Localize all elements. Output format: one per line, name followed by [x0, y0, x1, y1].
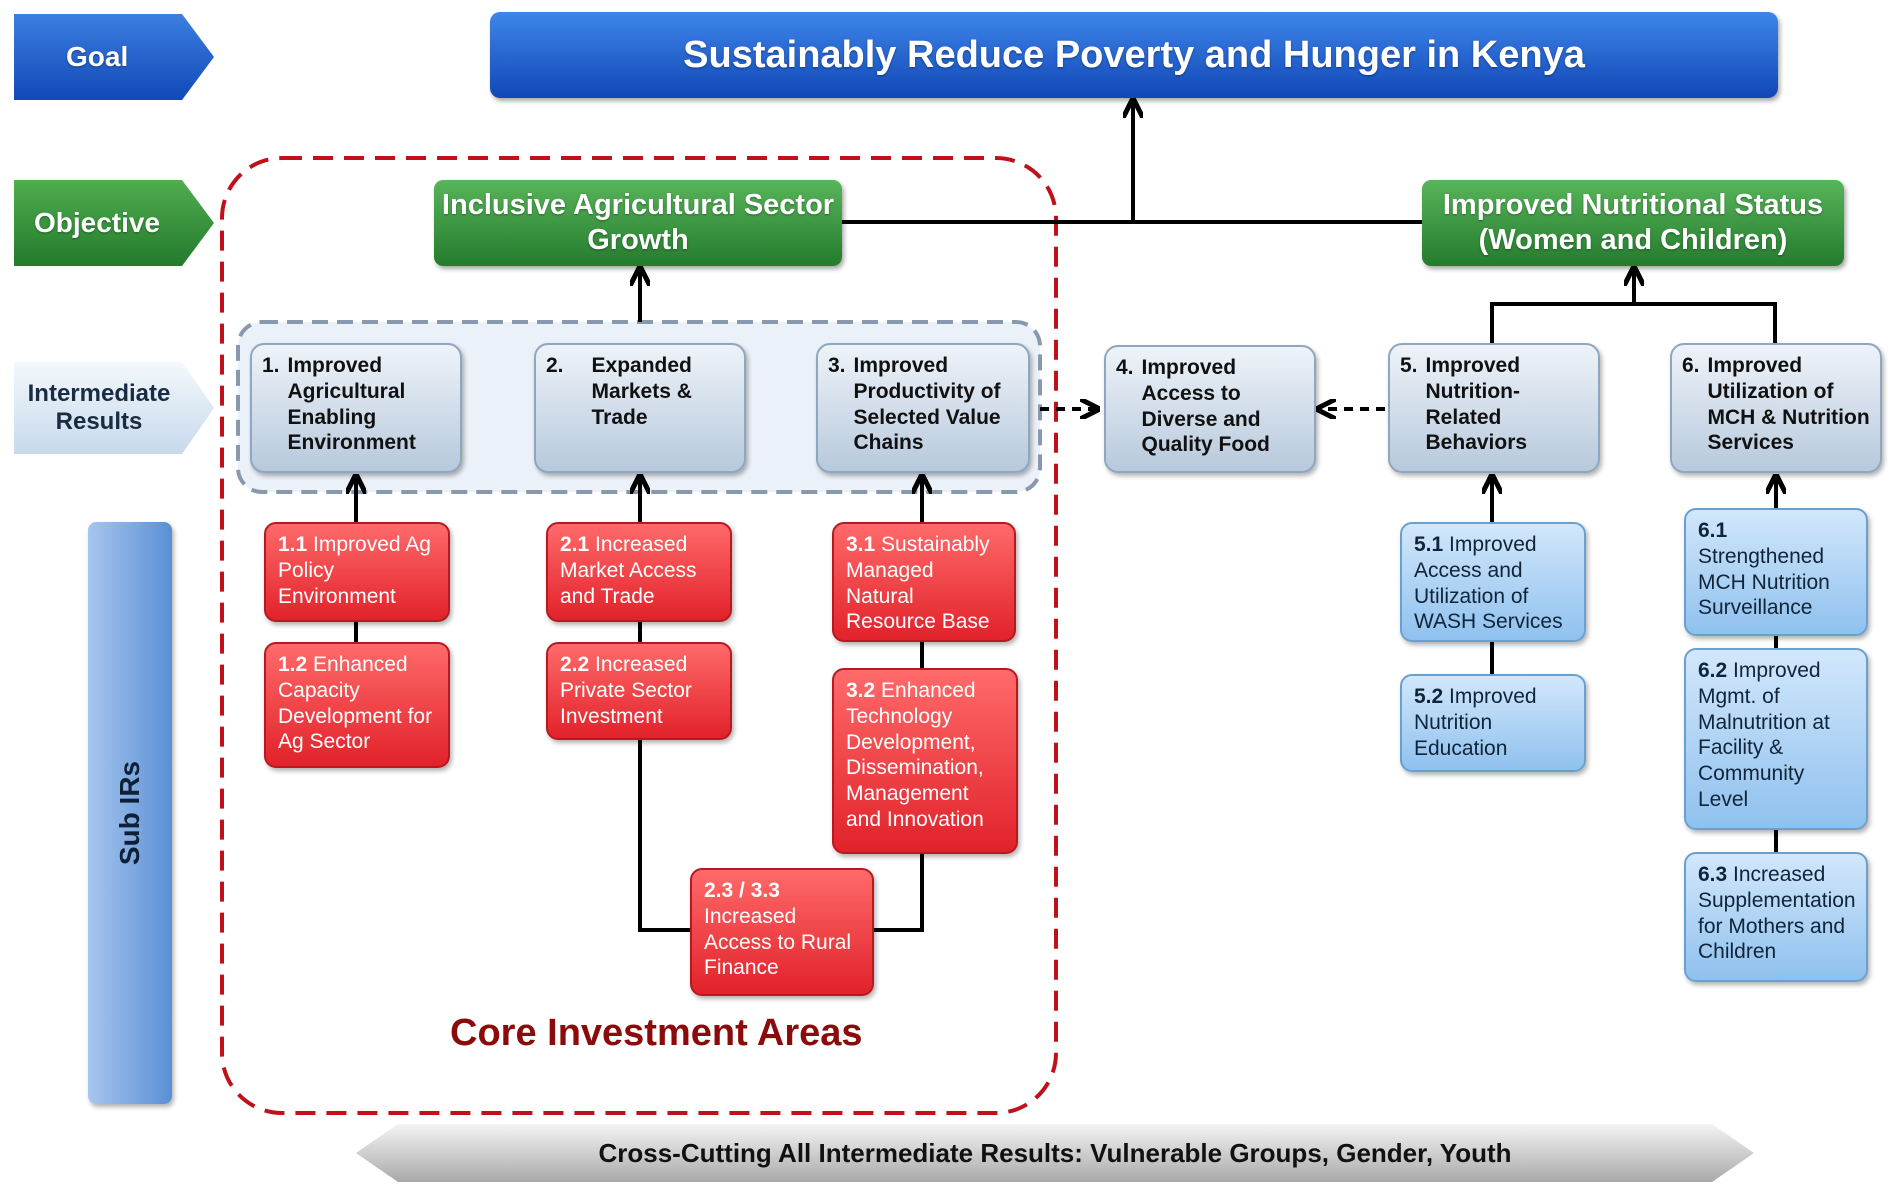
- sub-ir-text: Increased Access to Rural Finance: [704, 904, 852, 980]
- sub-ir-code: 6.1: [1698, 519, 1728, 542]
- sub-ir-5-2: 5.2 Improved Nutrition Education: [1400, 674, 1586, 772]
- sub-ir-code: 1.1: [278, 533, 314, 556]
- sub-ir-text: Improved Access and Utilization of WASH …: [1414, 533, 1563, 634]
- ir-4-box: 4. Improved Access to Diverse and Qualit…: [1104, 345, 1316, 473]
- cross-cutting-banner: Cross-Cutting All Intermediate Results: …: [356, 1124, 1754, 1182]
- ir-text: Improved Agricultural Enabling Environme…: [287, 354, 416, 455]
- sub-ir-text: Enhanced Technology Development, Dissemi…: [846, 679, 984, 832]
- sub-ir-text: Increased Market Access and Trade: [560, 533, 697, 608]
- sub-ir-text: Improved Nutrition Education: [1414, 685, 1537, 760]
- ir-text: Improved Productivity of Selected Value …: [853, 354, 1001, 455]
- sub-ir-6-3: 6.3 Increased Supplementation for Mother…: [1684, 852, 1868, 982]
- ir-1-box: 1. Improved Agricultural Enabling Enviro…: [250, 343, 462, 473]
- ir-text: Improved Nutrition-Related Behaviors: [1425, 354, 1528, 455]
- goal-banner: Sustainably Reduce Poverty and Hunger in…: [490, 12, 1778, 98]
- sub-ir-code: 3.1: [846, 533, 882, 556]
- ir-number: 5.: [1400, 354, 1418, 377]
- ir-number: 2.: [546, 354, 564, 377]
- sub-ir-code: 2.2: [560, 653, 596, 676]
- sub-ir-2-2: 2.2 Increased Private Sector Investment: [546, 642, 732, 740]
- finance-right-connector: [874, 854, 924, 932]
- sub-ir-code: 3.2: [846, 679, 882, 702]
- sub-ir-code: 1.2: [278, 653, 314, 676]
- sub-ir-2-3-3-3: 2.3 / 3.3 Increased Access to Rural Fina…: [690, 868, 874, 996]
- ir-2-box: 2. Expanded Markets & Trade: [534, 343, 746, 473]
- sub-ir-5-1: 5.1 Improved Access and Utilization of W…: [1400, 522, 1586, 642]
- objective-label: Objective: [14, 180, 214, 266]
- ir-number: 4.: [1116, 356, 1134, 379]
- sub-ir-text: Increased Supplementation for Mothers an…: [1698, 863, 1856, 964]
- sub-ir-1-1: 1.1 Improved Ag Policy Environment: [264, 522, 450, 622]
- sub-irs-label: Sub IRs: [88, 522, 172, 1104]
- sub-ir-text: Improved Mgmt. of Malnutrition at Facili…: [1698, 659, 1830, 812]
- sub-ir-3-2: 3.2 Enhanced Technology Development, Dis…: [832, 668, 1018, 854]
- sub-ir-code: 5.2: [1414, 685, 1450, 708]
- ir-number: 6.: [1682, 354, 1700, 377]
- sub-ir-code: 2.1: [560, 533, 596, 556]
- ir-text: Improved Utilization of MCH & Nutrition …: [1707, 354, 1870, 455]
- sub-ir-text: Improved Ag Policy Environment: [278, 533, 431, 608]
- ir-number: 1.: [262, 354, 280, 377]
- sub-ir-6-2: 6.2 Improved Mgmt. of Malnutrition at Fa…: [1684, 648, 1868, 830]
- goal-label: Goal: [14, 14, 214, 100]
- sub-ir-code: 6.2: [1698, 659, 1734, 682]
- objective-nutritional-status: Improved Nutritional Status (Women and C…: [1422, 180, 1844, 266]
- intermediate-results-label: Intermediate Results: [14, 362, 214, 454]
- ir5-ir6-connector: [1490, 302, 1777, 345]
- sub-ir-2-1: 2.1 Increased Market Access and Trade: [546, 522, 732, 622]
- ir-number: 3.: [828, 354, 846, 377]
- core-investment-label: Core Investment Areas: [450, 1012, 863, 1054]
- objective-agricultural-growth: Inclusive Agricultural Sector Growth: [434, 180, 842, 266]
- sub-ir-6-1: 6.1 Strengthened MCH Nutrition Surveilla…: [1684, 508, 1868, 636]
- ir-6-box: 6. Improved Utilization of MCH & Nutriti…: [1670, 343, 1882, 473]
- sub-ir-text: Sustainably Managed Natural Resource Bas…: [846, 533, 990, 634]
- ir-3-box: 3. Improved Productivity of Selected Val…: [816, 343, 1030, 473]
- ir-text: Expanded Markets & Trade: [591, 354, 692, 429]
- sub-ir-code: 2.3 / 3.3: [704, 879, 780, 902]
- finance-left-connector: [638, 740, 690, 932]
- sub-irs-text: Sub IRs: [114, 760, 145, 866]
- ir-5-box: 5. Improved Nutrition-Related Behaviors: [1388, 343, 1600, 473]
- ir-text: Improved Access to Diverse and Quality F…: [1141, 356, 1270, 457]
- sub-ir-code: 5.1: [1414, 533, 1450, 556]
- sub-ir-code: 6.3: [1698, 863, 1734, 886]
- sub-ir-text: Strengthened MCH Nutrition Surveillance: [1698, 544, 1830, 620]
- core-investment-region: [220, 156, 1058, 1115]
- sub-ir-3-1: 3.1 Sustainably Managed Natural Resource…: [832, 522, 1016, 642]
- sub-ir-1-2: 1.2 Enhanced Capacity Development for Ag…: [264, 642, 450, 768]
- sub-ir-text: Enhanced Capacity Development for Ag Sec…: [278, 653, 433, 754]
- sub-ir-text: Increased Private Sector Investment: [560, 653, 692, 728]
